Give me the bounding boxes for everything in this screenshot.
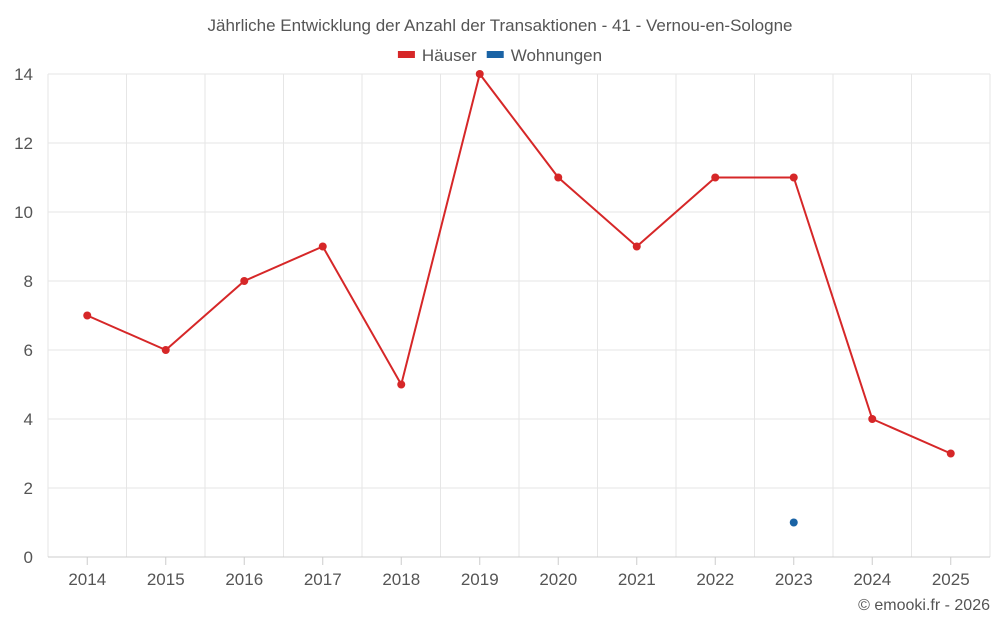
data-point[interactable] [240, 277, 249, 285]
x-tick-label: 2025 [932, 570, 970, 589]
data-point[interactable] [161, 346, 170, 354]
y-tick-label: 6 [24, 341, 33, 360]
chart-title: Jährliche Entwicklung der Anzahl der Tra… [208, 16, 793, 35]
data-point[interactable] [632, 242, 641, 251]
data-point[interactable] [789, 518, 798, 527]
legend-swatch [486, 51, 504, 58]
x-tick-label: 2021 [618, 570, 656, 589]
x-tick-label: 2014 [68, 570, 106, 589]
y-tick-label: 12 [14, 134, 33, 153]
y-tick-label: 14 [14, 65, 33, 84]
series-0 [83, 70, 955, 458]
series-line [86, 73, 952, 455]
x-tick-label: 2019 [461, 570, 499, 589]
x-tick-label: 2016 [225, 570, 263, 589]
x-tick-label: 2023 [775, 570, 813, 589]
x-tick-label: 2022 [696, 570, 734, 589]
x-tick-label: 2017 [304, 570, 342, 589]
x-tick-label: 2018 [382, 570, 420, 589]
data-point[interactable] [83, 311, 92, 320]
legend-swatch [397, 51, 415, 58]
grid [47, 73, 991, 557]
credit-text: © emooki.fr - 2026 [858, 597, 990, 614]
x-tick-label: 2024 [853, 570, 891, 589]
legend-label: Häuser [422, 46, 477, 65]
y-tick-label: 2 [24, 479, 33, 498]
data-point[interactable] [789, 173, 798, 182]
data-point[interactable] [554, 173, 563, 182]
y-tick-label: 10 [14, 203, 33, 222]
x-tick-label: 2015 [147, 570, 185, 589]
y-tick-label: 4 [24, 410, 33, 429]
data-point[interactable] [946, 449, 955, 458]
legend: Häuser Wohnungen [397, 46, 602, 65]
series-1 [789, 518, 798, 527]
legend-label: Wohnungen [511, 46, 602, 65]
y-tick-label: 0 [24, 548, 33, 567]
axes: 0 2 4 6 8 10 12 14 2014 2015 2016 2017 2018 2019 2020 2… [14, 65, 990, 589]
data-point[interactable] [318, 242, 327, 251]
data-point[interactable] [397, 380, 406, 389]
series-layer [83, 70, 955, 527]
data-point[interactable] [475, 70, 484, 78]
data-point[interactable] [711, 173, 720, 182]
x-tick-label: 2020 [539, 570, 577, 589]
data-point[interactable] [868, 415, 877, 423]
y-tick-label: 8 [24, 272, 33, 291]
